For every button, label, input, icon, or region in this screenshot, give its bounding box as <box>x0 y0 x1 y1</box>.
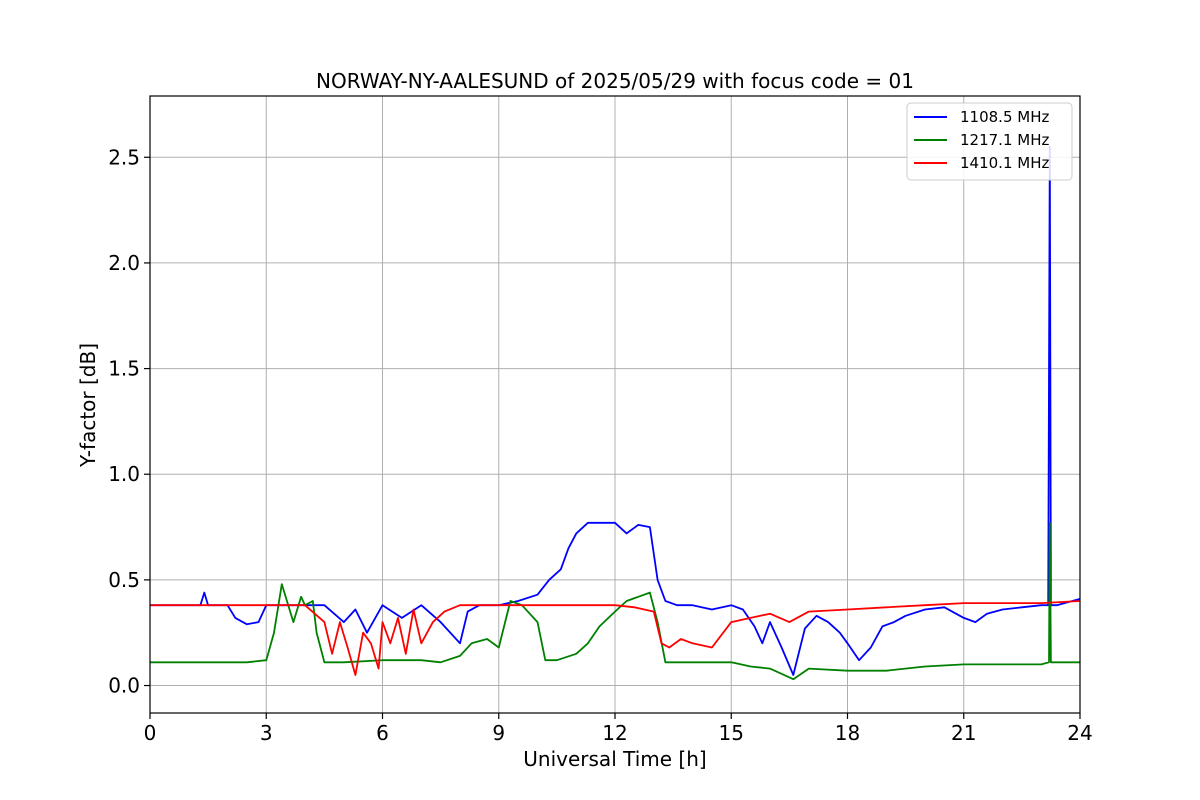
legend-label-0: 1108.5 MHz <box>960 108 1049 126</box>
chart-title: NORWAY-NY-AALESUND of 2025/05/29 with fo… <box>316 69 914 93</box>
y-tick-label: 1.5 <box>108 357 140 381</box>
legend-label-2: 1410.1 MHz <box>960 154 1049 172</box>
y-tick-label: 0.5 <box>108 568 140 592</box>
x-tick-label: 12 <box>602 721 627 745</box>
y-tick-label: 2.5 <box>108 145 140 169</box>
legend-box <box>906 102 1073 181</box>
legend-label-1: 1217.1 MHz <box>960 131 1049 149</box>
y-tick-label: 1.0 <box>108 462 140 486</box>
y-tick-label: 2.0 <box>108 251 140 275</box>
y-axis-label: Y-factor [dB] <box>76 343 100 468</box>
x-tick-label: 18 <box>835 721 860 745</box>
legend: 1108.5 MHz 1217.1 MHz 1410.1 MHz <box>906 102 1073 181</box>
y-axis-ticks: 0.0 0.5 1.0 1.5 2.0 2.5 <box>108 145 150 698</box>
y-tick-label: 0.0 <box>108 674 140 698</box>
x-axis-label: Universal Time [h] <box>523 747 706 771</box>
x-tick-label: 6 <box>376 721 389 745</box>
series-line-1 <box>150 521 1080 681</box>
x-tick-label: 21 <box>951 721 976 745</box>
x-tick-label: 24 <box>1067 721 1092 745</box>
x-tick-label: 3 <box>260 721 273 745</box>
x-tick-label: 9 <box>492 721 505 745</box>
x-tick-label: 0 <box>144 721 157 745</box>
series-line-2 <box>150 600 1081 676</box>
x-tick-label: 15 <box>719 721 744 745</box>
x-axis-ticks: 0 3 6 9 12 15 18 21 24 <box>144 713 1093 745</box>
series-layer <box>150 145 1081 681</box>
